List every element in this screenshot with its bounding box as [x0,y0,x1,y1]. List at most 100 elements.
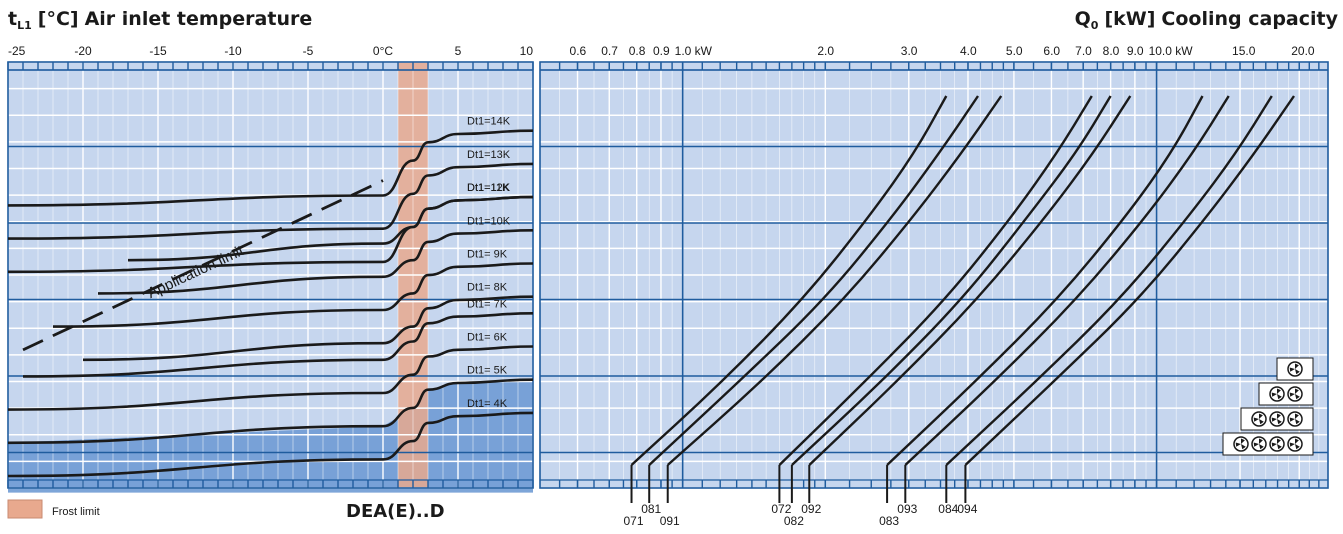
fan-count-box [1222,432,1314,456]
fan-blade [1295,413,1299,419]
dt1-curve-label: Dt1= 6K [467,332,508,344]
frost-limit-swatch [7,499,43,519]
fan-blade [1295,394,1300,400]
fan-count-box [1240,407,1314,431]
left-x-tick-label: -20 [74,44,92,58]
left-x-tick-label: 10 [520,44,534,58]
capacity-curve-label: 092 [801,502,821,516]
dt1-curve [97,229,534,295]
right-x-tick-label: 0.9 [653,44,670,58]
fan-blade [1277,438,1281,444]
dt1-curve [7,378,534,445]
fan-blade [1289,442,1295,447]
fan-blade [1289,417,1295,422]
fan-blade [1295,419,1300,425]
right-x-tick-label: 7.0 [1075,44,1092,58]
fan-blade [1289,392,1295,397]
dt1-curve-label: Dt1=10K [467,215,511,227]
right-x-tick-label: 6.0 [1043,44,1060,58]
model-label: DEA(E)..D [346,501,445,522]
dt1-curve [52,262,534,328]
fan-icon [1269,411,1285,427]
capacity-curve [648,95,979,466]
right-title-symbol: Q [1075,8,1091,30]
right-x-tick-label: 3.0 [901,44,918,58]
fan-blade [1295,369,1300,375]
fan-icon [1269,436,1285,452]
fan-blade [1271,417,1277,422]
dt1-curve-label: Dt1= 5K [467,365,508,377]
fan-blade [1295,444,1300,450]
fan-blade [1259,419,1264,425]
fan-icon [1287,436,1303,452]
capacity-curve [778,95,1093,466]
capacity-curve-label: 091 [660,514,680,528]
right-x-tick-label: 0.6 [570,44,587,58]
fan-blade [1259,413,1263,419]
dt1-curve-label: Dt1=12K [467,182,511,194]
fan-icon [1287,386,1303,402]
right-x-tick-label: 15.0 [1232,44,1256,58]
right-x-tick-label: 5.0 [1006,44,1023,58]
capacity-curve [964,95,1295,466]
fan-icon [1251,411,1267,427]
dt1-curve [7,345,534,411]
right-x-tick-label: 2.0 [817,44,834,58]
fan-blade [1295,438,1299,444]
capacity-curve-label: 083 [879,514,899,528]
fan-blade [1289,367,1295,372]
left-title-unit: [°C] [38,8,79,30]
left-chart-title: tL1 [°C] Air inlet temperature [8,8,312,32]
right-panel-border [539,61,1329,489]
capacity-curve-label: 072 [771,502,791,516]
dt1-curve-label: Dt1=11K [467,182,510,194]
right-plot-area: 0.6 0.7 0.8 0.9 1.0 kW 2.0 3.0 4.0 5.0 6.0 7.0 8.0 9… [539,44,1329,528]
right-x-tick-label: 4.0 [960,44,977,58]
capacity-curve-label: 081 [641,502,661,516]
capacity-curve [808,95,1132,466]
dt1-curve-label: Dt1=14K [467,116,511,128]
capacity-curve [791,95,1112,466]
right-title-text: Cooling capacity [1161,8,1338,30]
right-chart-title: Q0 [kW] Cooling capacity [1075,8,1339,32]
dt1-curve [7,129,534,207]
fan-count-box [1258,382,1314,406]
right-x-tick-label: 0.8 [629,44,646,58]
fan-blade [1277,444,1282,450]
capacity-curve [630,95,948,466]
right-x-tick-label: 1.0 kW [675,44,713,58]
fan-blade [1259,444,1264,450]
dt1-curve [7,162,534,240]
fan-blade [1253,442,1259,447]
right-x-tick-label: 10.0 kW [1149,44,1194,58]
fan-blade [1277,413,1281,419]
left-x-tick-label: -25 [8,44,26,58]
capacity-curve-label: 071 [624,514,644,528]
capacity-curve-label: 084 [938,502,958,516]
right-title-subscript: 0 [1091,19,1099,32]
fan-blade [1295,363,1299,369]
left-panel-border [7,61,534,489]
fan-count-box-frame [1258,382,1314,406]
capacity-curve-label: 082 [784,514,804,528]
left-x-tick-label: 5 [455,44,462,58]
dt1-curve [7,411,534,478]
fan-blade [1253,417,1259,422]
fan-blade [1277,419,1282,425]
dt1-curve-label: Dt1= 8K [467,282,508,294]
fan-blade [1241,438,1245,444]
dt1-curve-label: Dt1= 4K [467,398,508,410]
dt1-curve-label: Dt1= 7K [467,298,508,310]
fan-blade [1271,442,1277,447]
capacity-curve [886,95,1204,466]
capacity-curve [904,95,1230,466]
left-x-tick-label: -10 [224,44,242,58]
right-x-tick-label: 20.0 [1291,44,1315,58]
dt1-curve [127,195,534,262]
left-title-subscript: L1 [17,19,32,32]
left-x-tick-label: -5 [303,44,314,58]
right-x-tick-label: 9.0 [1127,44,1144,58]
right-x-tick-label: 8.0 [1103,44,1120,58]
